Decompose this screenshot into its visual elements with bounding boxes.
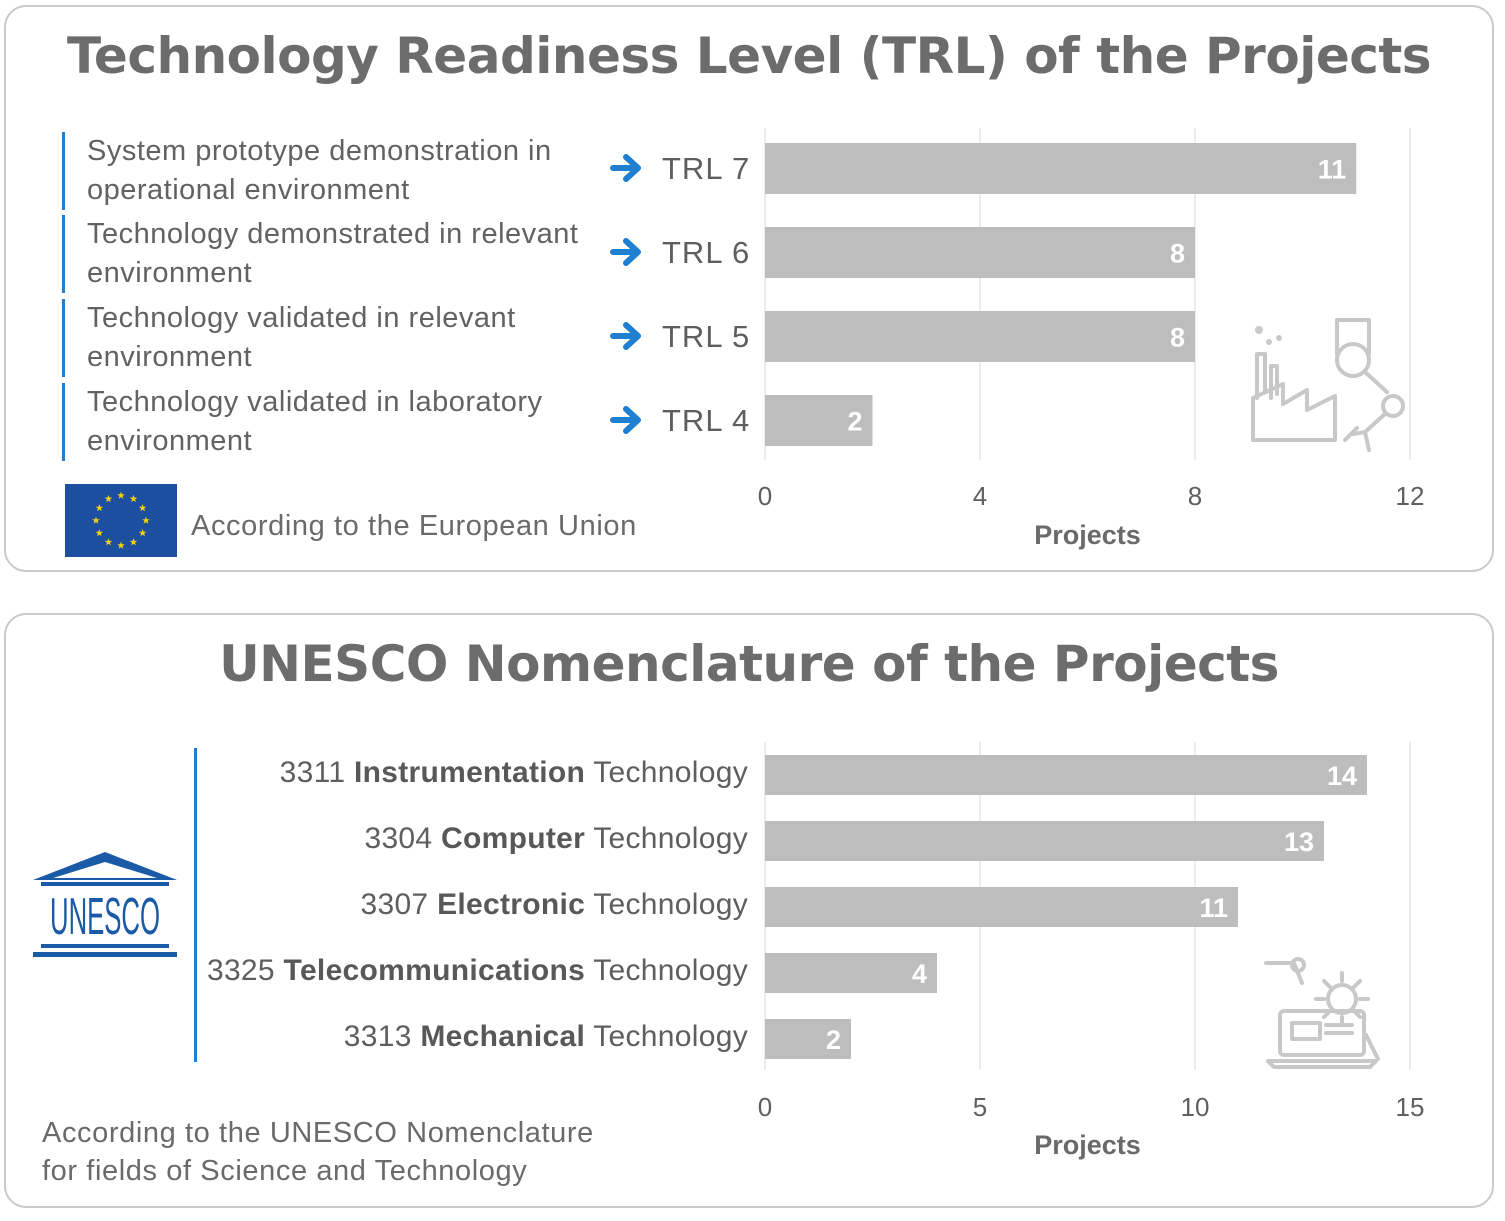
unesco-divider bbox=[194, 748, 197, 1062]
trl-category-label: TRL 6 bbox=[662, 235, 751, 270]
eu-star-icon bbox=[138, 529, 147, 537]
eu-star-icon bbox=[129, 494, 138, 503]
unesco-category-label: 3313 Mechanical Technology bbox=[343, 1020, 748, 1053]
eu-star-icon bbox=[95, 504, 104, 512]
x-tick-label: 5 bbox=[973, 1092, 987, 1122]
eu-star-icon bbox=[104, 538, 113, 546]
unesco-bar-chart: 0 5 10 15 14 13 11 4 2 Projects bbox=[758, 742, 1425, 1160]
eu-star-icon bbox=[138, 504, 147, 512]
eu-star-icon bbox=[129, 538, 138, 546]
x-tick-label: 0 bbox=[758, 1092, 772, 1122]
unesco-chart-title: UNESCO Nomenclature of the Projects bbox=[219, 635, 1279, 693]
bar bbox=[765, 395, 873, 446]
bar bbox=[765, 755, 1367, 795]
eu-flag-icon bbox=[65, 484, 177, 557]
unesco-category-label: 3325 Telecommunications Technology bbox=[206, 954, 748, 987]
bar bbox=[765, 1019, 851, 1059]
bar bbox=[765, 887, 1238, 927]
x-tick-label: 12 bbox=[1396, 481, 1425, 511]
bar-value-label: 11 bbox=[1199, 893, 1228, 923]
bar-value-label: 13 bbox=[1284, 827, 1314, 857]
bar-value-label: 8 bbox=[1170, 323, 1185, 353]
eu-star-icon bbox=[95, 529, 104, 537]
unesco-category-label: 3307 Electronic Technology bbox=[360, 888, 748, 921]
trl-chart-title: Technology Readiness Level (TRL) of the … bbox=[66, 27, 1432, 85]
unesco-panel: UNESCO Nomenclature of the Projects bbox=[4, 613, 1494, 1208]
eu-star-icon bbox=[142, 516, 150, 524]
bar-value-label: 2 bbox=[847, 407, 862, 437]
trl-desc-4: Technology validated in laboratory envir… bbox=[62, 383, 607, 461]
trl-category-label: TRL 5 bbox=[662, 319, 751, 354]
eu-star-icon bbox=[104, 494, 113, 503]
bar bbox=[765, 821, 1324, 861]
eu-star-icon bbox=[117, 491, 125, 499]
trl-category-label: TRL 4 bbox=[662, 403, 751, 438]
eu-star-icon bbox=[92, 516, 100, 524]
arrow-right-icon bbox=[610, 322, 641, 350]
x-tick-label: 8 bbox=[1188, 481, 1202, 511]
unesco-source-note: According to the UNESCO Nomenclature for… bbox=[42, 1114, 594, 1190]
unesco-source-line: for fields of Science and Technology bbox=[42, 1155, 528, 1187]
x-tick-label: 10 bbox=[1181, 1092, 1210, 1122]
bar-value-label: 8 bbox=[1170, 239, 1185, 269]
bar bbox=[765, 311, 1195, 362]
eu-star-icon bbox=[117, 541, 125, 549]
arrow-right-icon bbox=[610, 238, 641, 266]
x-axis-title: Projects bbox=[1034, 1130, 1141, 1160]
bar bbox=[765, 227, 1195, 278]
trl-desc-6: Technology demonstrated in relevant envi… bbox=[62, 215, 607, 293]
trl-desc-7: System prototype demonstration in operat… bbox=[62, 132, 607, 210]
bar-value-label: 14 bbox=[1327, 761, 1357, 791]
bar bbox=[765, 953, 937, 993]
x-tick-label: 4 bbox=[973, 481, 987, 511]
x-tick-label: 0 bbox=[758, 481, 772, 511]
bar-value-label: 2 bbox=[826, 1025, 841, 1055]
arrow-right-icon bbox=[610, 406, 641, 434]
trl-category-label: TRL 7 bbox=[662, 151, 751, 186]
bar-value-label: 4 bbox=[912, 959, 927, 989]
unesco-source-line: According to the UNESCO Nomenclature bbox=[42, 1117, 594, 1149]
factory-robot-arm-icon bbox=[1251, 318, 1405, 452]
unesco-logo-icon: UNESCO bbox=[33, 852, 177, 957]
trl-bar-chart: 0 4 8 12 11 8 8 2 Projects bbox=[758, 128, 1425, 550]
unesco-category-label: 3311 Instrumentation Technology bbox=[279, 756, 748, 789]
trl-source-note: According to the European Union bbox=[191, 510, 637, 542]
arrow-right-icon bbox=[610, 154, 641, 182]
unesco-category-label: 3304 Computer Technology bbox=[364, 822, 748, 855]
laptop-gear-robot-icon bbox=[1264, 957, 1380, 1069]
x-axis-title: Projects bbox=[1034, 520, 1141, 550]
bar-value-label: 11 bbox=[1318, 155, 1347, 185]
trl-panel: Technology Readiness Level (TRL) of the … bbox=[4, 5, 1494, 572]
bar bbox=[765, 143, 1357, 194]
trl-desc-5: Technology validated in relevant environ… bbox=[62, 299, 607, 377]
unesco-logo-text: UNESCO bbox=[50, 888, 160, 946]
x-tick-label: 15 bbox=[1396, 1092, 1425, 1122]
